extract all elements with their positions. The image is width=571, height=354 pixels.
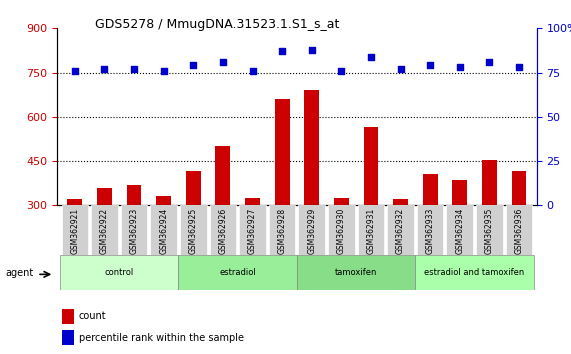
Bar xyxy=(97,188,112,205)
Point xyxy=(307,47,316,52)
FancyBboxPatch shape xyxy=(506,205,532,255)
FancyBboxPatch shape xyxy=(328,205,355,255)
Bar xyxy=(62,309,74,324)
FancyBboxPatch shape xyxy=(447,205,473,255)
FancyBboxPatch shape xyxy=(120,205,147,255)
Text: GSM362921: GSM362921 xyxy=(70,208,79,254)
FancyBboxPatch shape xyxy=(387,205,414,255)
FancyBboxPatch shape xyxy=(180,205,207,255)
Point xyxy=(337,68,346,74)
Point xyxy=(70,68,79,74)
Point xyxy=(218,59,227,65)
Bar xyxy=(67,199,82,205)
Bar xyxy=(334,198,349,205)
FancyBboxPatch shape xyxy=(299,205,325,255)
Bar xyxy=(393,199,408,205)
FancyBboxPatch shape xyxy=(357,205,384,255)
Bar xyxy=(215,146,230,205)
Text: GSM362935: GSM362935 xyxy=(485,208,494,254)
Point xyxy=(100,66,109,72)
Text: GSM362923: GSM362923 xyxy=(130,208,139,254)
Bar xyxy=(423,175,437,205)
FancyBboxPatch shape xyxy=(269,205,295,255)
Text: percentile rank within the sample: percentile rank within the sample xyxy=(79,332,244,343)
Text: agent: agent xyxy=(6,268,34,278)
Text: GSM362931: GSM362931 xyxy=(367,208,376,254)
Text: GSM362928: GSM362928 xyxy=(278,208,287,254)
FancyBboxPatch shape xyxy=(415,255,534,290)
Point xyxy=(367,54,376,59)
Point xyxy=(455,64,464,70)
Point xyxy=(189,63,198,68)
FancyBboxPatch shape xyxy=(297,255,415,290)
FancyBboxPatch shape xyxy=(179,255,297,290)
Point xyxy=(425,63,435,68)
Bar xyxy=(127,185,142,205)
Text: GSM362924: GSM362924 xyxy=(159,208,168,254)
Text: GSM362929: GSM362929 xyxy=(307,208,316,254)
Text: GSM362922: GSM362922 xyxy=(100,208,109,254)
FancyBboxPatch shape xyxy=(150,205,177,255)
Point xyxy=(130,66,139,72)
Text: count: count xyxy=(79,311,106,321)
Bar xyxy=(512,171,526,205)
Text: GSM362926: GSM362926 xyxy=(218,208,227,254)
FancyBboxPatch shape xyxy=(60,255,179,290)
Text: GSM362933: GSM362933 xyxy=(425,208,435,254)
Bar xyxy=(62,330,74,345)
FancyBboxPatch shape xyxy=(239,205,266,255)
Text: GSM362930: GSM362930 xyxy=(337,208,346,254)
Text: tamoxifen: tamoxifen xyxy=(335,268,377,277)
Point xyxy=(278,48,287,54)
Text: GSM362925: GSM362925 xyxy=(189,208,198,254)
Bar xyxy=(364,127,379,205)
Bar xyxy=(186,171,200,205)
Point xyxy=(396,66,405,72)
Bar xyxy=(452,180,467,205)
Text: control: control xyxy=(104,268,134,277)
Text: GSM362936: GSM362936 xyxy=(514,208,524,254)
Text: GSM362927: GSM362927 xyxy=(248,208,257,254)
Bar xyxy=(304,90,319,205)
Bar xyxy=(156,196,171,205)
Bar xyxy=(482,160,497,205)
Text: estradiol and tamoxifen: estradiol and tamoxifen xyxy=(424,268,525,277)
Bar xyxy=(275,99,289,205)
Bar xyxy=(245,198,260,205)
FancyBboxPatch shape xyxy=(91,205,118,255)
Point xyxy=(248,68,257,74)
FancyBboxPatch shape xyxy=(476,205,502,255)
Text: estradiol: estradiol xyxy=(219,268,256,277)
FancyBboxPatch shape xyxy=(417,205,444,255)
Text: GSM362934: GSM362934 xyxy=(455,208,464,254)
Point xyxy=(514,64,524,70)
Text: GSM362932: GSM362932 xyxy=(396,208,405,254)
Point xyxy=(159,68,168,74)
FancyBboxPatch shape xyxy=(210,205,236,255)
Text: GDS5278 / MmugDNA.31523.1.S1_s_at: GDS5278 / MmugDNA.31523.1.S1_s_at xyxy=(95,18,339,31)
Point xyxy=(485,59,494,65)
FancyBboxPatch shape xyxy=(62,205,88,255)
